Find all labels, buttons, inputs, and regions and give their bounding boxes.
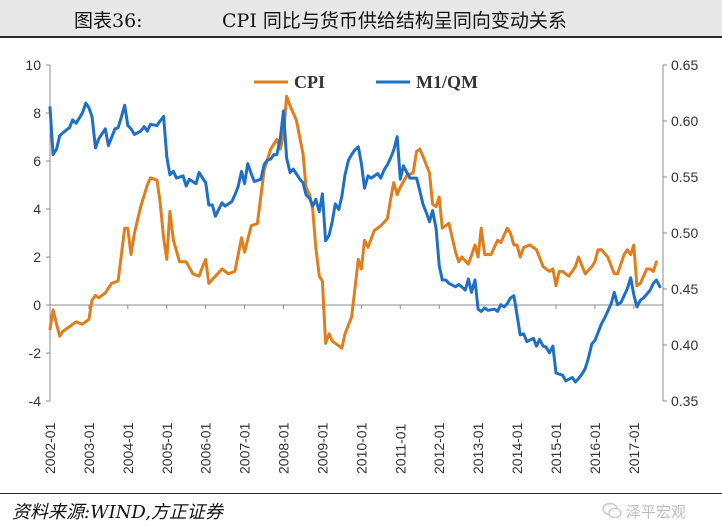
x-tick-label: 2016-01 [587, 422, 603, 474]
figure-title: CPI 同比与货币供给结构呈同向变动关系 [222, 10, 567, 32]
right-tick-label: 0.55 [671, 169, 698, 185]
left-tick-label: 6 [33, 153, 41, 169]
left-tick-label: 8 [33, 105, 41, 121]
figure-number: 图表36: [74, 10, 143, 32]
right-tick-label: 0.45 [671, 281, 698, 297]
right-tick-label: 0.65 [671, 57, 698, 73]
x-tick-label: 2004-01 [120, 422, 136, 474]
x-tick-label: 2008-01 [276, 422, 292, 474]
watermark: 泽平宏观 [602, 500, 718, 522]
left-tick-label: -4 [29, 393, 42, 409]
right-tick-label: 0.60 [671, 113, 698, 129]
series-line-m1-qm [48, 101, 662, 384]
left-tick-label: -2 [29, 345, 42, 361]
x-tick-label: 2002-01 [42, 422, 58, 474]
left-tick-label: 10 [25, 57, 41, 73]
x-tick-label: 2014-01 [509, 422, 525, 474]
x-tick-label: 2005-01 [159, 422, 175, 474]
chart-area: -4 -2 0 2 4 6 8 10 0.35 0.40 0.45 0.50 0.55 0.60 0.65 2… [25, 57, 698, 474]
x-tick-label: 2013-01 [470, 422, 486, 474]
right-tick-label: 0.35 [671, 393, 698, 409]
footer-divider [0, 493, 722, 494]
x-tick-label: 2007-01 [237, 422, 253, 474]
source-note: 资料来源:WIND,方正证券 [12, 502, 223, 523]
x-tick-label: 2012-01 [431, 422, 447, 474]
left-tick-label: 4 [33, 201, 41, 217]
right-tick-label: 0.40 [671, 337, 698, 353]
x-tick-label: 2006-01 [198, 422, 214, 474]
left-tick-label: 2 [33, 249, 41, 265]
x-tick-label: 2003-01 [81, 422, 97, 474]
x-tick-label: 2017-01 [626, 422, 642, 474]
legend-label-m1-qm: M1/QM [416, 72, 478, 92]
x-tick-label: 2010-01 [353, 422, 369, 474]
legend-label-cpi: CPI [294, 72, 325, 92]
x-tick-label: 2015-01 [548, 422, 564, 474]
series-line-cpi [48, 94, 658, 350]
right-tick-label: 0.50 [671, 225, 698, 241]
chat-bubble-icon [602, 502, 622, 519]
watermark-text: 泽平宏观 [626, 503, 687, 521]
figure-title-bar: 图表36: CPI 同比与货币供给结构呈同向变动关系 [0, 0, 722, 38]
x-tick-label: 2009-01 [314, 422, 330, 474]
x-tick-label: 2011-01 [392, 423, 408, 474]
left-tick-label: 0 [33, 297, 41, 313]
